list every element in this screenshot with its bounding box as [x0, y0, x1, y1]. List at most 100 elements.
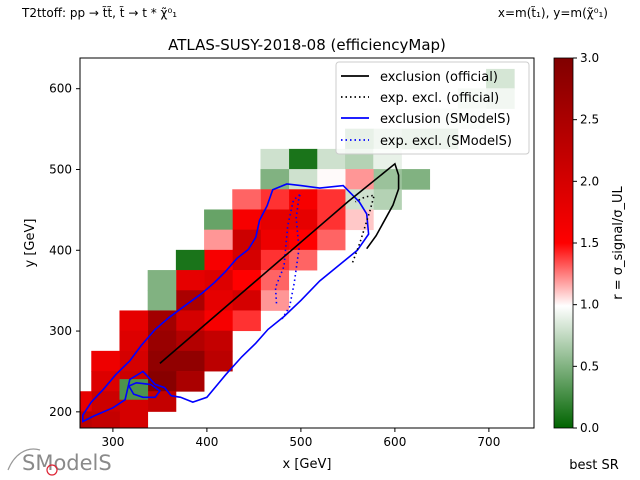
colorbar-tick-label: 1.5: [580, 236, 599, 250]
heatmap-cell: [119, 411, 149, 428]
footer-best-sr: best SR: [569, 458, 619, 473]
colorbar-tick-label: 2.0: [580, 174, 599, 188]
heatmap-cell: [232, 209, 261, 231]
colorbar-tick-label: 0.5: [580, 359, 599, 373]
heatmap-cell: [204, 290, 233, 311]
heatmap-cell: [316, 189, 346, 210]
colorbar-ticks: 0.0 0.5 1.0 1.5 2.0 2.5 3.0: [573, 51, 599, 435]
heatmap-cell: [373, 189, 402, 210]
colorbar-label: r = σ_signal/σ_UL: [611, 185, 626, 299]
heatmap-cell: [260, 148, 290, 170]
heatmap-cell: [316, 209, 346, 231]
heatmap-cell: [316, 229, 346, 251]
x-axis-label: x [GeV]: [283, 457, 332, 472]
heatmap-cell: [232, 310, 261, 332]
heatmap-cell: [288, 189, 318, 210]
heatmap-cell: [232, 270, 261, 291]
contour-exp-excl-official: [351, 194, 376, 263]
heatmap-cell: [80, 391, 92, 412]
heatmap-cell: [204, 229, 233, 251]
contour-exclusion-official: [159, 162, 400, 365]
header-left: T2ttoff: pp → t̃t̃, t̃ → t * χ̃⁰₁: [21, 6, 177, 20]
x-tick-label: 400: [195, 435, 218, 449]
heatmap-cell: [147, 391, 177, 412]
heatmap-cell: [119, 330, 149, 352]
heatmap-cell: [175, 270, 205, 291]
colorbar-tick-label: 1.0: [580, 298, 599, 312]
x-axis-ticks: 300 400 500 600 700: [101, 428, 500, 449]
y-tick-label: 400: [49, 243, 72, 257]
heatmap-cell: [260, 249, 290, 271]
heatmap-cell: [260, 189, 290, 210]
contour-exp-excl-smodels: [274, 193, 302, 320]
x-tick-label: 700: [477, 435, 500, 449]
heatmap-cell: [175, 249, 205, 271]
heatmap-cell: [260, 209, 290, 231]
heatmap-cell: [373, 169, 402, 190]
y-tick-label: 300: [49, 324, 72, 338]
heatmap-cell: [401, 169, 431, 190]
heatmap-cell: [232, 229, 261, 251]
logo-swoosh-icon: [7, 448, 41, 471]
heatmap-cell: [147, 310, 177, 332]
heatmap-cell: [260, 229, 290, 251]
heatmap-cell: [204, 209, 233, 231]
colorbar-tick-label: 2.5: [580, 113, 599, 127]
heatmap-cell: [232, 189, 261, 210]
heatmap-cell: [345, 169, 374, 190]
heatmap-cell: [288, 249, 318, 271]
y-tick-label: 200: [49, 405, 72, 419]
x-tick-label: 500: [289, 435, 312, 449]
y-axis-ticks: 200 300 400 500 600: [49, 82, 80, 419]
colorbar-tick-label: 0.0: [580, 421, 599, 435]
heatmap-cell: [232, 290, 261, 311]
y-tick-label: 500: [49, 162, 72, 176]
heatmap-cell: [316, 169, 346, 190]
contour-exclusion-smodels: [82, 183, 370, 423]
heatmap-cell: [288, 209, 318, 231]
heatmap-cell: [260, 290, 290, 311]
contour-lines: [82, 162, 400, 423]
contour-exclusion-smodels-hole: [127, 381, 162, 399]
heatmap-cell: [204, 310, 233, 332]
heatmap-cell: [345, 209, 374, 231]
heatmap-cell: [204, 330, 233, 352]
heatmap-cell: [147, 270, 177, 291]
heatmap-cell: [204, 350, 233, 372]
legend-box: [335, 61, 530, 155]
heatmap-cell: [260, 169, 290, 190]
heatmap-cell: [147, 330, 177, 352]
heatmap-cell: [175, 290, 205, 311]
heatmap-cell: [91, 391, 120, 412]
heatmap-cell: [147, 290, 177, 311]
heatmap-cell: [232, 249, 261, 271]
y-tick-label: 600: [49, 82, 72, 96]
chart-title: ATLAS-SUSY-2018-08 (efficiencyMap): [168, 36, 446, 54]
heatmap-cell: [260, 270, 290, 291]
logo-text: SModelS: [22, 451, 112, 475]
legend-label-exp-excl-official: exp. excl. (official): [380, 91, 499, 106]
logo-dot-icon: [46, 464, 58, 476]
heatmap-cell: [119, 310, 149, 332]
legend-label-exp-excl-smodels: exp. excl. (SModelS): [380, 134, 512, 149]
header-right: x=m(t̃₁), y=m(χ̃⁰₁): [498, 6, 608, 20]
heatmap-cell: [91, 350, 120, 372]
heatmap-cell: [288, 148, 318, 170]
colorbar: [553, 57, 574, 429]
plot-frame: [79, 57, 535, 429]
legend-label-exclusion-official: exclusion (official): [380, 70, 498, 85]
heatmap-cell: [175, 371, 205, 392]
x-tick-label: 600: [383, 435, 406, 449]
heatmap-cell: [119, 350, 149, 372]
heatmap-cell: [175, 350, 205, 372]
y-axis-label: y [GeV]: [23, 219, 38, 268]
heatmap-cell: [91, 371, 120, 392]
x-tick-label: 300: [101, 435, 124, 449]
heatmap-cell: [175, 310, 205, 332]
smodels-logo: SModelS: [7, 448, 112, 476]
colorbar-tick-label: 3.0: [580, 51, 599, 65]
legend: exclusion (official) exp. excl. (officia…: [335, 61, 530, 155]
heatmap-cell: [175, 330, 205, 352]
legend-label-exclusion-smodels: exclusion (SModelS): [380, 112, 511, 127]
